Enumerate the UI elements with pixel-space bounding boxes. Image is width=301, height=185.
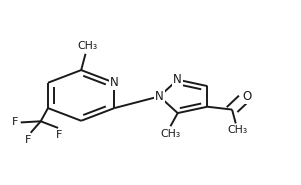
Text: N: N [173, 73, 182, 86]
Text: CH₃: CH₃ [77, 41, 97, 51]
Text: F: F [56, 130, 63, 140]
Text: F: F [11, 117, 18, 127]
Text: F: F [25, 135, 32, 145]
Text: N: N [110, 76, 119, 89]
Text: O: O [242, 90, 251, 103]
Text: CH₃: CH₃ [160, 129, 181, 139]
Text: N: N [155, 90, 164, 103]
Text: CH₃: CH₃ [227, 125, 247, 135]
